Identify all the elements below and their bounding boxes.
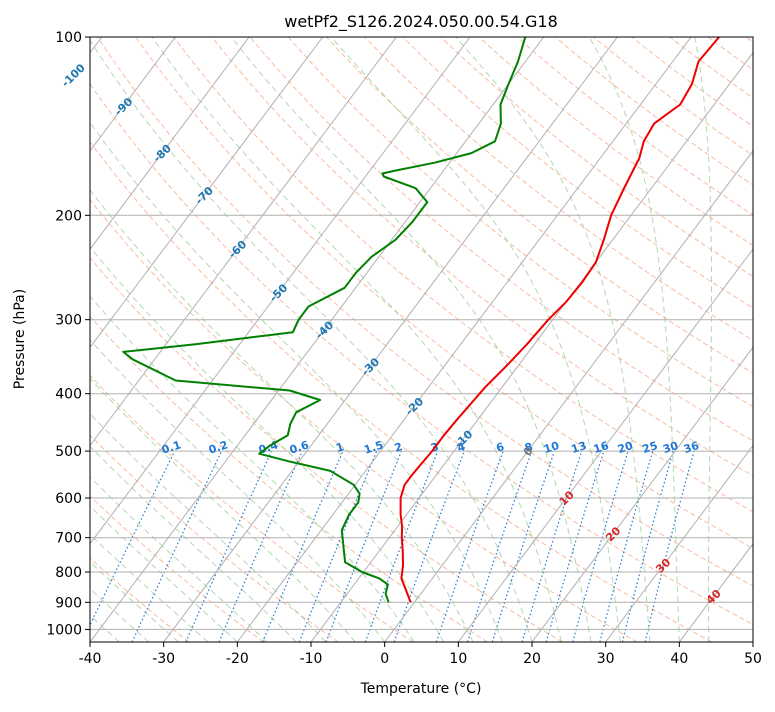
y-tick-label: 400 <box>55 387 82 403</box>
y-tick-label: 500 <box>55 444 82 460</box>
x-tick-label: -30 <box>152 651 175 667</box>
chart-title: wetPf2_S126.2024.050.00.54.G18 <box>284 12 558 32</box>
x-tick-label: 40 <box>670 651 688 667</box>
y-tick-label: 100 <box>55 30 82 46</box>
isotherm-label: -100 <box>59 61 88 90</box>
y-tick-label: 600 <box>55 491 82 507</box>
x-tick-label: 50 <box>744 651 762 667</box>
x-tick-label: 30 <box>597 651 615 667</box>
y-tick-label: 1000 <box>46 622 82 638</box>
y-tick-label: 200 <box>55 208 82 224</box>
y-axis-label: Pressure (hPa) <box>12 289 28 389</box>
y-tick-label: 700 <box>55 531 82 547</box>
x-axis-label: Temperature (°C) <box>360 681 482 697</box>
y-tick-label: 300 <box>55 313 82 329</box>
y-tick-label: 900 <box>55 595 82 611</box>
isotherm-line <box>753 37 775 642</box>
x-tick-label: 20 <box>523 651 541 667</box>
x-tick-label: -40 <box>79 651 102 667</box>
x-tick-label: -10 <box>300 651 323 667</box>
x-tick-label: 10 <box>449 651 467 667</box>
x-tick-label: 0 <box>380 651 389 667</box>
x-tick-label: -20 <box>226 651 249 667</box>
y-tick-label: 800 <box>55 565 82 581</box>
